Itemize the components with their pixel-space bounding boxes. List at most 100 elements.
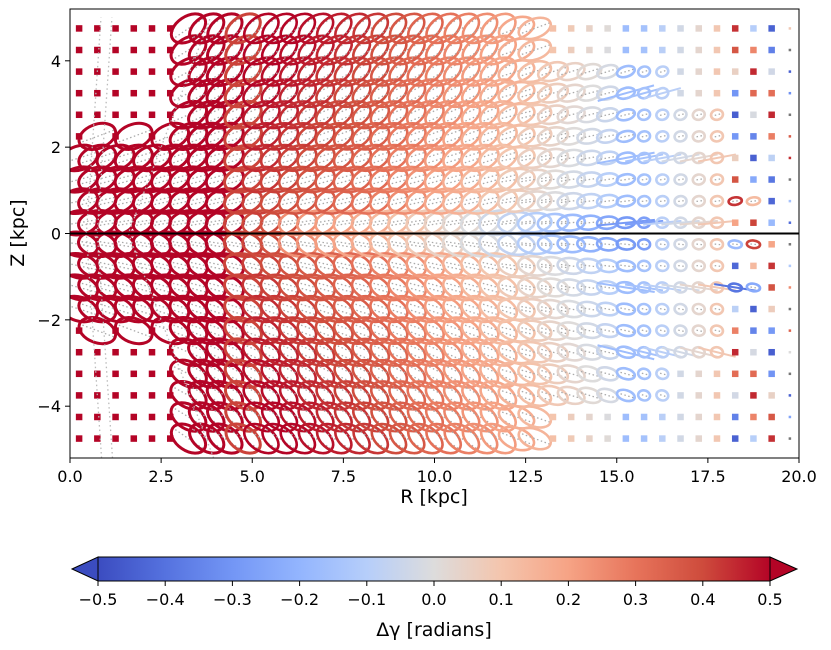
tilt-dotted-line <box>372 16 406 41</box>
tilt-dotted-line <box>223 302 263 316</box>
tilt-ellipse-marker <box>709 259 725 273</box>
tilt-ellipse <box>636 367 652 381</box>
tilt-ellipse <box>478 316 518 345</box>
tilt-dotted-line <box>77 281 117 294</box>
tilt-dotted-line <box>406 343 444 361</box>
tilt-dotted-line <box>96 151 135 165</box>
tilt-dotted-line <box>388 343 426 361</box>
tilt-dotted-line <box>426 16 461 41</box>
tilt-ellipse <box>460 273 500 302</box>
tilt-dotted-line <box>171 426 206 451</box>
tilt-dotted-line <box>278 151 318 165</box>
grid-square-marker <box>148 68 156 75</box>
tilt-ellipse-marker <box>615 64 637 79</box>
tilt-dotted-line <box>206 83 244 103</box>
tilt-dotted-line <box>479 151 518 165</box>
grid-square-marker <box>731 89 739 97</box>
tilt-ellipse-marker <box>423 165 464 194</box>
tilt-dotted-line <box>406 151 445 165</box>
grid-square-marker <box>713 89 721 97</box>
tilt-dotted-line <box>114 151 153 165</box>
tilt-dotted-line <box>460 151 500 165</box>
tilt-dotted-line <box>114 261 154 271</box>
tilt-dotted-line <box>517 368 552 380</box>
tilt-ellipse <box>369 273 409 302</box>
tilt-ellipse-marker <box>350 165 391 194</box>
tilt-dotted-line <box>187 261 227 271</box>
tilt-dotted-line <box>352 83 389 103</box>
tilt-dotted-line <box>205 128 244 144</box>
tilt-ellipse <box>691 108 707 122</box>
grid-square-marker <box>731 219 739 226</box>
grid-square-marker <box>604 46 611 54</box>
tilt-ellipse <box>443 34 481 66</box>
tilt-dotted-line <box>259 196 300 206</box>
tilt-ellipse-marker <box>655 108 670 122</box>
tilt-dotted-line <box>480 406 516 428</box>
tilt-dotted-line <box>315 323 354 339</box>
tilt-ellipse <box>536 234 570 255</box>
tilt-dotted-line <box>480 61 517 82</box>
grid-square-marker <box>768 133 775 140</box>
tilt-dotted-line <box>259 261 300 271</box>
tilt-dotted-line <box>406 128 445 144</box>
tilt-ellipse <box>186 273 227 302</box>
tilt-ellipse <box>556 83 586 103</box>
tilt-ellipse-marker <box>691 324 707 337</box>
tilt-ellipse <box>615 194 637 208</box>
tilt-ellipse <box>406 401 445 433</box>
tilt-dotted-line <box>260 173 300 186</box>
tilt-ellipse-marker <box>188 12 226 45</box>
grid-square-marker <box>788 264 792 268</box>
tilt-ellipse <box>556 342 586 362</box>
tilt-ellipse <box>405 165 446 194</box>
tilt-dotted-line <box>296 218 336 227</box>
tilt-ellipse-marker <box>517 38 553 62</box>
tilt-dotted-line <box>208 426 242 451</box>
colorbar-label: Δγ [radians] <box>376 619 491 641</box>
tilt-ellipse-marker <box>673 130 688 143</box>
grid-square-marker <box>94 89 101 97</box>
tilt-ellipse <box>168 273 209 302</box>
tilt-ellipse-marker <box>643 86 682 100</box>
grid-square-marker <box>94 111 101 119</box>
grid-square-marker <box>677 370 684 378</box>
tilt-dotted-line <box>278 128 317 144</box>
tilt-ellipse-marker <box>460 187 501 215</box>
tilt-dotted-line <box>169 281 208 294</box>
grid-square-marker <box>695 435 703 442</box>
tilt-dotted-line <box>77 261 117 271</box>
tilt-ellipse-marker <box>636 130 652 143</box>
grid-square-marker <box>75 111 83 119</box>
tilt-ellipse-marker <box>556 342 586 362</box>
tilt-dotted-line <box>479 302 518 316</box>
tilt-dotted-line <box>279 83 317 103</box>
tilt-ellipse <box>655 259 670 273</box>
tilt-ellipse <box>187 34 226 66</box>
tilt-dotted-line <box>556 242 586 247</box>
tilt-dotted-line <box>260 106 299 124</box>
tilt-ellipse-marker <box>673 108 688 122</box>
colorbar-gradient <box>98 557 770 581</box>
grid-square-marker <box>148 413 156 421</box>
tilt-dotted-line <box>315 128 354 144</box>
tilt-ellipse-marker <box>478 252 519 280</box>
tilt-dotted-line <box>242 323 281 339</box>
tilt-dotted-line <box>169 343 208 361</box>
tilt-ellipse-marker <box>596 151 655 165</box>
grid-square-marker <box>677 25 684 32</box>
tilt-dotted-line <box>242 106 280 124</box>
tilt-dotted-line <box>517 198 553 204</box>
tilt-dotted-line <box>463 426 497 451</box>
tilt-ellipse-marker <box>709 173 725 186</box>
tilt-dotted-line <box>315 106 353 124</box>
grid-square-marker <box>677 413 684 421</box>
tilt-dotted-line <box>442 128 481 144</box>
tilt-dotted-line <box>114 173 154 186</box>
grid-square-marker <box>677 392 684 399</box>
tilt-dotted-line <box>278 302 318 316</box>
guide-curve <box>127 17 215 458</box>
tilt-ellipse-marker <box>691 194 707 208</box>
colorbar-tick-label: 0.1 <box>488 590 513 609</box>
tilt-dotted-line <box>132 302 172 316</box>
